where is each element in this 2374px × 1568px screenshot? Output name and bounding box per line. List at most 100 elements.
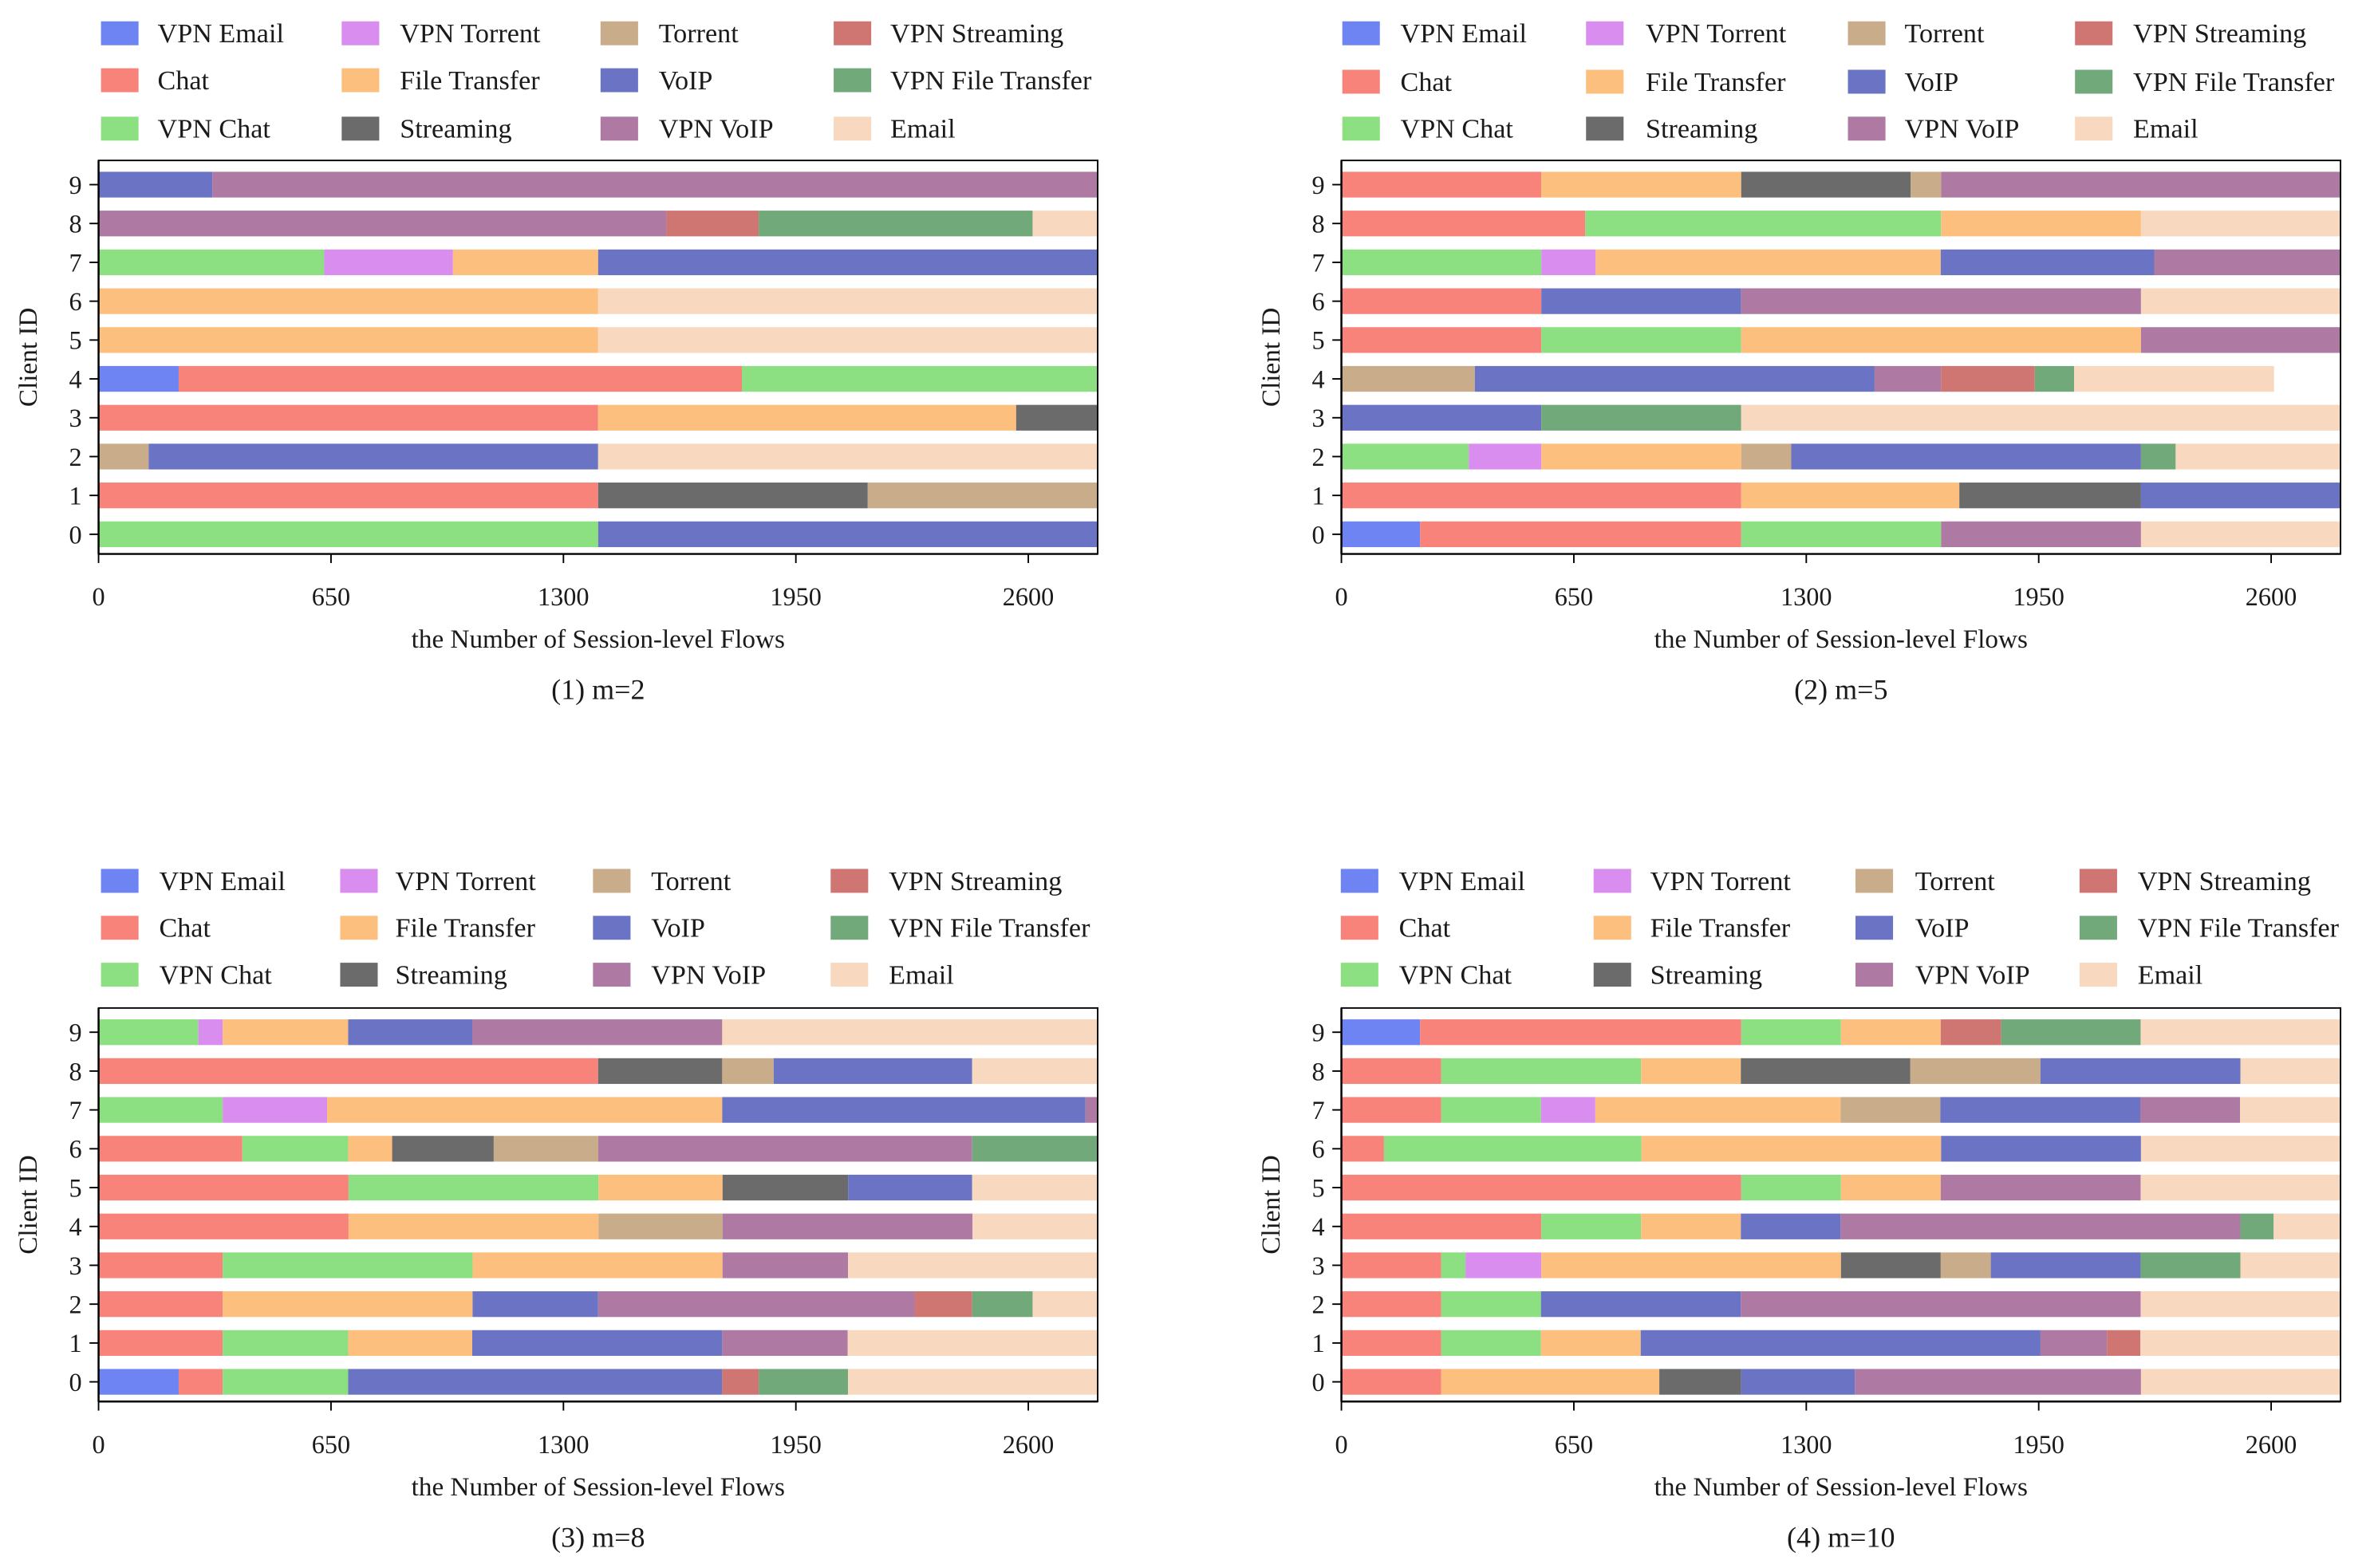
y-tick-label: 3 [69, 1251, 82, 1280]
y-tick-label: 7 [69, 248, 82, 277]
bar-client-4-vpn-chat [1541, 1213, 1642, 1239]
bar-client-1-chat [98, 483, 598, 509]
bar-client-3-email [2240, 1252, 2341, 1278]
bar-client-7-voip [722, 1097, 1086, 1123]
bar-client-0-vpn-chat [223, 1369, 349, 1395]
bar-client-4-email [2273, 1213, 2341, 1239]
legend-swatch-vpn-email [1340, 869, 1378, 893]
y-tick-label: 8 [1312, 210, 1325, 238]
bar-client-5-voip [848, 1174, 972, 1201]
bar-client-7-vpn-torrent [1541, 249, 1596, 276]
legend-label-file-transfer: File Transfer [1646, 68, 1786, 97]
bar-client-5-vpn-voip [1940, 1174, 2141, 1201]
legend-swatch-email [2075, 116, 2113, 141]
legend-label-vpn-email: VPN Email [159, 867, 285, 896]
bar-client-5-file-transfer [1741, 327, 2141, 353]
bar-client-7-vpn-chat [1341, 249, 1542, 276]
bar-client-5-file-transfer [98, 327, 598, 353]
bar-client-2-file-transfer [1541, 443, 1741, 470]
x-tick-label: 0 [93, 1430, 105, 1459]
legend-swatch-vpn-torrent [1593, 869, 1631, 893]
bar-client-7-vpn-torrent [324, 249, 453, 276]
bar-client-2-voip [472, 1291, 598, 1318]
bar-client-1-vpn-voip [722, 1330, 848, 1357]
bar-client-6-email [2140, 1136, 2341, 1162]
legend-swatch-vpn-streaming [830, 869, 869, 893]
legend-swatch-vpn-torrent [341, 21, 380, 45]
legend-label-voip: VoIP [659, 66, 713, 96]
bar-client-5-file-transfer [1840, 1174, 1941, 1201]
bar-client-0-chat [1420, 521, 1741, 548]
y-tick-label: 1 [69, 1329, 82, 1357]
legend-label-email: Email [889, 960, 954, 990]
bar-client-7-vpn-voip [2154, 249, 2341, 276]
bar-client-8-voip [2040, 1058, 2241, 1085]
legend-swatch-torrent [600, 21, 638, 45]
bar-client-3-chat [1341, 1252, 1441, 1278]
bar-client-0-file-transfer [1441, 1369, 1660, 1395]
bar-client-7-vpn-torrent [1540, 1097, 1595, 1123]
y-tick-label: 8 [69, 210, 82, 238]
legend-swatch-vpn-voip [600, 116, 638, 141]
bar-client-0-vpn-voip [1855, 1369, 2141, 1395]
y-tick-label: 4 [1312, 1212, 1325, 1241]
y-tick-label: 7 [69, 1096, 82, 1125]
bar-client-8-voip [773, 1058, 972, 1085]
y-axis-label: Client ID [1256, 308, 1286, 407]
bar-client-3-voip [1990, 1252, 2141, 1278]
legend-label-file-transfer: File Transfer [1650, 914, 1791, 944]
legend-swatch-torrent [593, 869, 631, 893]
y-axis-label: Client ID [1256, 1155, 1286, 1254]
bar-client-1-email [847, 1330, 1098, 1357]
bar-client-1-chat [98, 1330, 223, 1357]
bar-client-5-email [972, 1174, 1098, 1201]
bar-client-2-vpn-file-transfer [972, 1291, 1033, 1318]
legend-label-voip: VoIP [1915, 914, 1970, 944]
bar-client-8-email [1032, 211, 1098, 237]
bar-client-1-voip [1640, 1330, 2041, 1357]
bar-client-1-vpn-chat [223, 1330, 349, 1357]
bar-client-8-chat [1341, 211, 1586, 237]
bar-client-8-chat [1341, 1058, 1441, 1085]
bar-client-1-email [2140, 1330, 2341, 1357]
legend-label-torrent: Torrent [659, 19, 739, 49]
legend-label-vpn-torrent: VPN Torrent [1646, 19, 1787, 49]
bar-client-3-chat [98, 404, 598, 431]
bar-client-4-chat [1341, 1213, 1542, 1239]
bars [1341, 1019, 2341, 1395]
bar-client-0-vpn-voip [1941, 521, 2141, 548]
bar-client-7-vpn-torrent [223, 1097, 328, 1123]
bar-client-6-vpn-chat [242, 1136, 349, 1162]
legend-label-email: Email [2133, 115, 2199, 144]
bar-client-9-email [722, 1019, 1098, 1046]
bar-client-1-voip [2140, 483, 2341, 509]
legend-label-voip: VoIP [1905, 68, 1959, 97]
bar-client-1-vpn-chat [1441, 1330, 1541, 1357]
bar-client-3-vpn-voip [722, 1252, 849, 1278]
legend-swatch-vpn-chat [101, 963, 139, 987]
bar-client-5-vpn-chat [1541, 327, 1741, 353]
bar-client-1-chat [1341, 1330, 1441, 1357]
bar-client-5-email [2140, 1174, 2341, 1201]
subplot-2: VPN Email Chat VPN Chat VPN Torrent File Tra… [1256, 19, 2341, 706]
bar-client-3-vpn-chat [1441, 1252, 1466, 1278]
bar-client-8-vpn-chat [1441, 1058, 1642, 1085]
bar-client-8-chat [98, 1058, 598, 1085]
x-tick-label: 650 [312, 1430, 350, 1459]
bar-client-9-voip [348, 1019, 473, 1046]
x-tick-label: 2600 [2246, 1430, 2297, 1459]
bar-client-9-torrent [1911, 171, 1942, 198]
bar-client-8-file-transfer [1641, 1058, 1741, 1085]
x-tick-label: 2600 [1003, 582, 1055, 611]
bar-client-9-chat [1341, 171, 1542, 198]
bar-client-0-voip [348, 1369, 723, 1395]
y-tick-label: 5 [1312, 1173, 1325, 1202]
bar-client-8-email [2140, 211, 2341, 237]
bar-client-6-file-transfer [98, 288, 598, 314]
bar-client-0-vpn-file-transfer [759, 1369, 849, 1395]
x-tick-label: 1950 [770, 582, 822, 611]
bar-client-3-vpn-file-transfer [2140, 1252, 2241, 1278]
bar-client-3-email [848, 1252, 1098, 1278]
legend-label-file-transfer: File Transfer [396, 914, 536, 944]
bar-client-8-streaming [597, 1058, 723, 1085]
